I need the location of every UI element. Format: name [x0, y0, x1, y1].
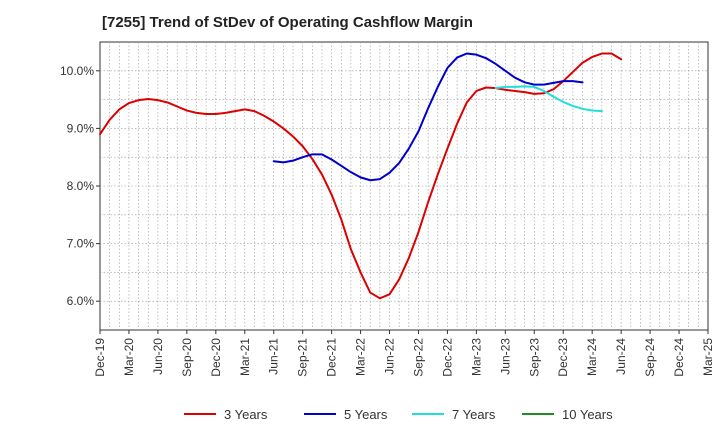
x-tick-label: Mar-24 — [585, 338, 599, 376]
series-line-3-years — [99, 52, 623, 300]
y-tick-label: 10.0% — [60, 64, 94, 78]
x-tick-label: Mar-23 — [469, 338, 483, 376]
x-tick-label: Jun-22 — [383, 338, 397, 375]
series-line-7-years — [494, 85, 603, 113]
x-tick-label: Sep-22 — [411, 338, 425, 377]
x-tick-label: Mar-22 — [354, 338, 368, 376]
legend-label: 3 Years — [224, 407, 268, 422]
plot-area — [99, 41, 709, 331]
legend-label: 7 Years — [452, 407, 496, 422]
x-tick-label: Dec-23 — [556, 338, 570, 377]
legend-label: 10 Years — [562, 407, 613, 422]
x-tick-label: Sep-20 — [180, 338, 194, 377]
x-tick-label: Mar-20 — [122, 338, 136, 376]
y-tick-label: 6.0% — [67, 294, 95, 308]
x-tick-label: Jun-21 — [267, 338, 281, 375]
y-tick-label: 7.0% — [67, 237, 95, 251]
x-tick-label: Sep-23 — [527, 338, 541, 377]
x-tick-label: Jun-20 — [151, 338, 165, 375]
series-line-5-years — [272, 52, 584, 182]
x-tick-label: Sep-24 — [643, 338, 657, 377]
series-lines — [99, 52, 623, 300]
axes: 6.0% 7.0% 8.0% 9.0% 10.0% Dec-19 Mar-20 Jun-20 S… — [60, 64, 715, 377]
x-tick-label: Dec-21 — [325, 338, 339, 377]
y-tick-label: 8.0% — [67, 179, 95, 193]
x-tick-label: Dec-22 — [440, 338, 454, 377]
y-tick-label: 9.0% — [67, 121, 95, 135]
x-tick-label: Dec-19 — [93, 338, 107, 377]
grid — [100, 42, 708, 330]
x-tick-label: Jun-23 — [498, 338, 512, 375]
x-tick-label: Dec-20 — [209, 338, 223, 377]
x-tick-label: Mar-21 — [238, 338, 252, 376]
x-tick-label: Mar-25 — [701, 338, 715, 376]
x-tick-label: Jun-24 — [614, 338, 628, 375]
x-tick-label: Dec-24 — [672, 338, 686, 377]
legend-label: 5 Years — [344, 407, 388, 422]
x-tick-label: Sep-21 — [296, 338, 310, 377]
legend: 3 Years 5 Years 7 Years 10 Years — [184, 407, 613, 422]
chart-title: [7255] Trend of StDev of Operating Cashf… — [102, 14, 473, 31]
